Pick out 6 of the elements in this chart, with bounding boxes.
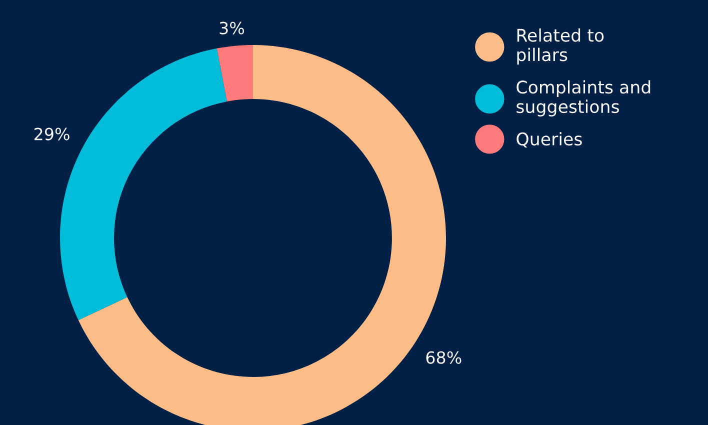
data-label: 3% — [220, 22, 244, 34]
legend-label: Queries — [516, 132, 582, 148]
data-label: 29% — [34, 128, 70, 140]
legend-label: Complaints and suggestions — [516, 80, 650, 116]
data-label: 68% — [426, 351, 462, 364]
legend-label: Related to pillars — [517, 28, 604, 65]
